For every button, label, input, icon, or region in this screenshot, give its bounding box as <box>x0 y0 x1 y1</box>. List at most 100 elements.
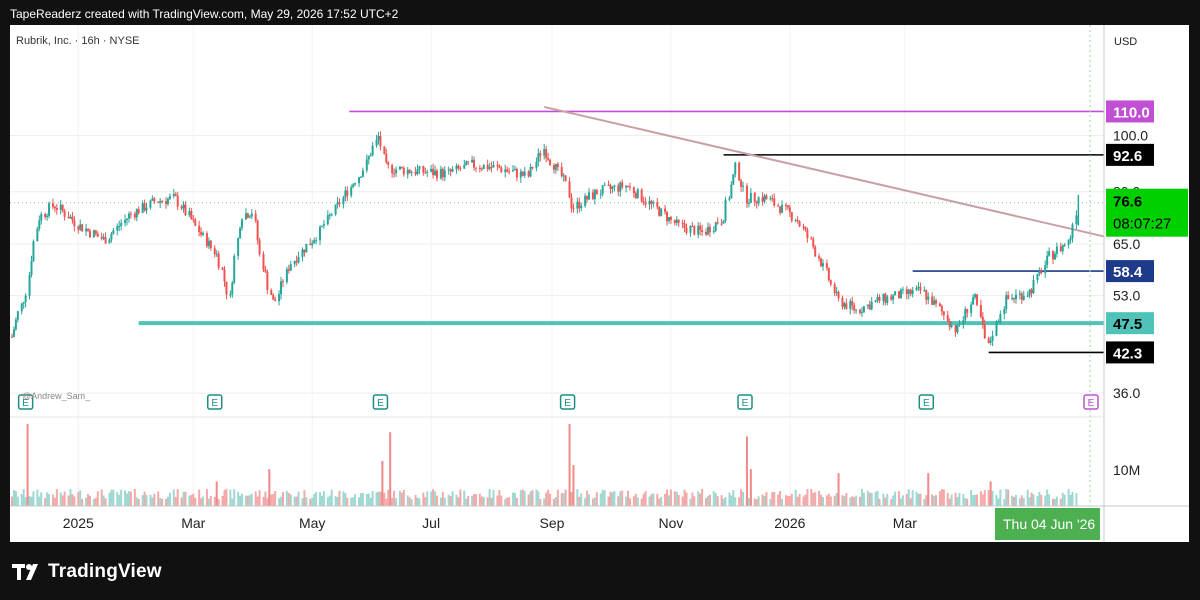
candle-body <box>1036 274 1039 280</box>
volume-bar <box>693 496 696 506</box>
volume-bar <box>22 489 25 506</box>
volume-bar <box>535 489 538 506</box>
volume-bar <box>866 490 869 506</box>
candle-body <box>820 258 823 267</box>
volume-bar <box>1026 489 1029 506</box>
candle-body <box>1011 297 1014 299</box>
volume-bar <box>634 493 637 506</box>
candle-body <box>1055 246 1058 254</box>
volume-bar <box>295 496 298 506</box>
x-tick-label: May <box>299 515 325 531</box>
candle-body <box>194 219 197 226</box>
candle-body <box>297 256 300 263</box>
volume-bar <box>925 495 928 506</box>
candle-body <box>527 171 530 177</box>
candle-body <box>917 286 920 288</box>
volume-bar <box>500 495 503 506</box>
volume-bar <box>116 492 119 506</box>
candle-body <box>320 225 323 227</box>
candle-body <box>369 155 372 157</box>
volume-bar <box>547 489 550 506</box>
candle-body <box>118 225 121 227</box>
volume-bar <box>625 496 628 506</box>
volume-bar <box>987 490 990 506</box>
candle-body <box>350 186 353 196</box>
volume-bar <box>188 495 191 506</box>
volume-bar <box>270 494 273 506</box>
candle-body <box>398 166 401 170</box>
candle-body <box>964 309 967 321</box>
candle-body <box>997 321 1000 323</box>
candle-body <box>463 164 466 169</box>
candle-body <box>239 227 242 239</box>
volume-bar <box>892 495 895 506</box>
candle-body <box>1063 244 1066 246</box>
candle-body <box>1046 255 1049 266</box>
candle-body <box>145 207 148 211</box>
volume-bar <box>935 495 938 506</box>
candle-body <box>714 222 717 231</box>
volume-bar <box>301 498 304 506</box>
tradingview-logo[interactable]: TradingView <box>12 561 162 583</box>
volume-bar <box>53 497 56 506</box>
candle-body <box>344 190 347 198</box>
candle-body <box>919 286 922 291</box>
volume-bar <box>480 496 483 506</box>
volume-bar <box>459 489 462 506</box>
volume-bar <box>917 493 920 506</box>
candle-body <box>818 256 821 259</box>
candle-body <box>972 297 975 305</box>
volume-bar <box>667 495 670 506</box>
candle-body <box>911 290 914 295</box>
volume-bar <box>771 492 774 506</box>
candle-body <box>765 195 768 200</box>
earnings-icon-letter: E <box>923 398 930 409</box>
y-tick-label: 36.0 <box>1113 385 1140 401</box>
candle-body <box>1059 246 1062 252</box>
volume-bar <box>1059 498 1062 506</box>
candle-body <box>554 163 557 170</box>
volume-bar <box>894 491 897 506</box>
candle-body <box>810 238 813 240</box>
volume-bar <box>716 496 719 506</box>
candle-body <box>102 237 105 239</box>
volume-bar <box>660 497 663 506</box>
candle-body <box>958 324 961 326</box>
volume-bar <box>379 491 382 506</box>
volume-bar <box>531 490 534 506</box>
candle-body <box>486 164 489 170</box>
volume-bar <box>515 497 518 506</box>
volume-bar <box>176 489 179 506</box>
volume-bar <box>593 497 596 506</box>
candle-body <box>991 335 994 341</box>
candle-body <box>537 153 540 163</box>
candle-body <box>833 284 836 294</box>
candle-body <box>874 300 877 302</box>
candle-body <box>61 204 64 211</box>
volume-bar <box>141 495 144 506</box>
candle-body <box>609 185 612 189</box>
candle-body <box>648 200 651 205</box>
candle-body <box>20 303 23 312</box>
crosshair-date-box <box>995 508 1100 540</box>
volume-bar <box>254 491 257 506</box>
candle-body <box>794 220 797 222</box>
volume-bar <box>849 497 852 506</box>
volume-bar <box>814 492 817 506</box>
volume-bar <box>250 493 253 506</box>
candle-body <box>500 167 503 172</box>
candle-body <box>262 254 265 270</box>
volume-bar <box>319 492 322 506</box>
candle-body <box>769 198 772 200</box>
candle-body <box>669 216 672 220</box>
volume-bar <box>274 491 277 506</box>
volume-bar <box>383 492 386 506</box>
candle-body <box>309 243 312 246</box>
volume-bar <box>120 489 123 506</box>
volume-bar <box>627 490 630 506</box>
volume-bar <box>223 490 226 506</box>
candle-body <box>909 289 912 295</box>
candle-body <box>1030 289 1033 294</box>
